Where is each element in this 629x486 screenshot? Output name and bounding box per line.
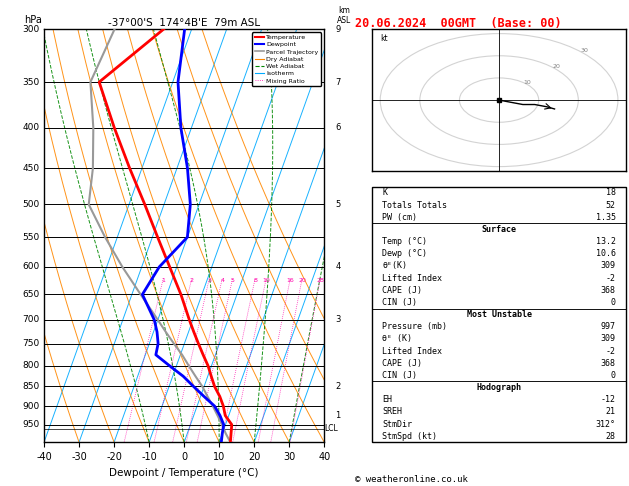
Text: 2: 2 (190, 278, 194, 283)
Text: 28: 28 (316, 278, 325, 283)
Text: -2: -2 (606, 347, 616, 356)
Text: 5: 5 (335, 200, 341, 209)
Text: 850: 850 (23, 382, 40, 391)
Text: 0: 0 (611, 298, 616, 307)
Text: 997: 997 (601, 322, 616, 331)
Text: © weatheronline.co.uk: © weatheronline.co.uk (355, 474, 468, 484)
Text: 650: 650 (23, 290, 40, 299)
Text: Pressure (mb): Pressure (mb) (382, 322, 447, 331)
Text: 10.6: 10.6 (596, 249, 616, 258)
Text: 950: 950 (23, 420, 40, 429)
Text: 2: 2 (335, 382, 341, 391)
Text: StmSpd (kt): StmSpd (kt) (382, 432, 437, 441)
Legend: Temperature, Dewpoint, Parcel Trajectory, Dry Adiabat, Wet Adiabat, Isotherm, Mi: Temperature, Dewpoint, Parcel Trajectory… (252, 32, 321, 86)
Text: CIN (J): CIN (J) (382, 371, 418, 380)
Text: 20: 20 (298, 278, 306, 283)
Text: 52: 52 (606, 201, 616, 209)
Text: 400: 400 (23, 123, 40, 132)
Text: 7: 7 (335, 78, 341, 87)
Text: 750: 750 (23, 339, 40, 348)
Text: CIN (J): CIN (J) (382, 298, 418, 307)
Text: km
ASL: km ASL (337, 6, 351, 25)
Text: 20: 20 (552, 64, 560, 69)
Text: 28: 28 (606, 432, 616, 441)
Text: K: K (382, 189, 387, 197)
Text: 3: 3 (335, 315, 341, 324)
X-axis label: Dewpoint / Temperature (°C): Dewpoint / Temperature (°C) (109, 468, 259, 478)
Text: -12: -12 (601, 395, 616, 404)
Text: 300: 300 (23, 25, 40, 34)
Text: -2: -2 (606, 274, 616, 282)
Text: 350: 350 (23, 78, 40, 87)
Text: 20.06.2024  00GMT  (Base: 00): 20.06.2024 00GMT (Base: 00) (355, 17, 562, 30)
Text: 700: 700 (23, 315, 40, 324)
Text: 450: 450 (23, 164, 40, 173)
Text: CAPE (J): CAPE (J) (382, 359, 423, 368)
Text: Lifted Index: Lifted Index (382, 274, 442, 282)
Text: 1.35: 1.35 (596, 213, 616, 222)
Text: θᴱ (K): θᴱ (K) (382, 334, 413, 344)
Text: Most Unstable: Most Unstable (467, 310, 532, 319)
Text: Temp (°C): Temp (°C) (382, 237, 428, 246)
Text: Surface: Surface (482, 225, 516, 234)
Text: 8: 8 (253, 278, 257, 283)
Text: 1: 1 (162, 278, 165, 283)
Text: 9: 9 (335, 25, 341, 34)
Text: 0: 0 (611, 371, 616, 380)
Text: 900: 900 (23, 401, 40, 411)
Text: LCL: LCL (325, 424, 338, 434)
Text: 10: 10 (524, 80, 532, 85)
Text: 21: 21 (606, 407, 616, 417)
Text: 6: 6 (335, 123, 341, 132)
Text: 309: 309 (601, 334, 616, 344)
Text: 312°: 312° (596, 419, 616, 429)
Text: 3: 3 (208, 278, 211, 283)
Text: 600: 600 (23, 262, 40, 272)
Text: kt: kt (381, 34, 388, 43)
Text: 5: 5 (231, 278, 235, 283)
Text: 18: 18 (606, 189, 616, 197)
Text: 4: 4 (220, 278, 225, 283)
Text: 500: 500 (23, 200, 40, 209)
Text: 309: 309 (601, 261, 616, 270)
Text: 368: 368 (601, 286, 616, 295)
Text: EH: EH (382, 395, 392, 404)
Text: 550: 550 (23, 233, 40, 242)
Text: Totals Totals: Totals Totals (382, 201, 447, 209)
Text: hPa: hPa (25, 15, 42, 25)
Text: 800: 800 (23, 361, 40, 370)
Text: 1: 1 (335, 411, 341, 420)
Text: StmDir: StmDir (382, 419, 413, 429)
Text: 16: 16 (286, 278, 294, 283)
Text: CAPE (J): CAPE (J) (382, 286, 423, 295)
Text: PW (cm): PW (cm) (382, 213, 418, 222)
Text: SREH: SREH (382, 407, 403, 417)
Title: -37°00'S  174°4B'E  79m ASL: -37°00'S 174°4B'E 79m ASL (108, 18, 260, 28)
Text: Dewp (°C): Dewp (°C) (382, 249, 428, 258)
Text: 13.2: 13.2 (596, 237, 616, 246)
Text: Hodograph: Hodograph (477, 383, 521, 392)
Text: 4: 4 (335, 262, 341, 272)
Text: 368: 368 (601, 359, 616, 368)
Text: 10: 10 (262, 278, 270, 283)
Text: 30: 30 (581, 48, 589, 53)
Text: θᴱ(K): θᴱ(K) (382, 261, 408, 270)
Text: Lifted Index: Lifted Index (382, 347, 442, 356)
